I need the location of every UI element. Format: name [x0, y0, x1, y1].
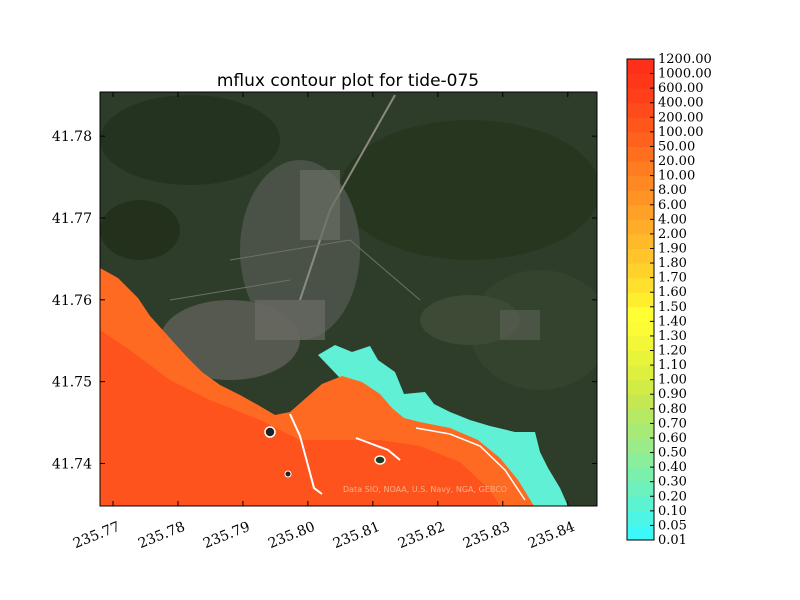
colorbar-tick-label: 50.00 [658, 139, 695, 154]
colorbar-tick-label: 0.01 [658, 533, 687, 548]
colorbar-segment [627, 394, 654, 410]
colorbar-tick-label: 0.60 [658, 431, 687, 446]
colorbar-segment [627, 146, 654, 162]
colorbar-tick-label: 0.90 [658, 387, 687, 402]
colorbar-segment [627, 321, 654, 337]
colorbar-segment [627, 510, 654, 526]
colorbar-tick-label: 4.00 [658, 212, 687, 227]
colorbar-segment [627, 437, 654, 454]
colorbar-segment [627, 277, 654, 293]
colorbar-tick-label: 1000.00 [658, 67, 712, 82]
colorbar-segment [627, 233, 654, 249]
colorbar-tick-label: 0.50 [658, 446, 687, 461]
y-tick-label: 41.78 [52, 129, 92, 145]
colorbar-segment [627, 204, 654, 220]
colorbar-tick-label: 1.90 [658, 241, 687, 256]
colorbar-tick-label: 1.00 [658, 373, 687, 388]
x-tick-label: 235.78 [136, 519, 187, 552]
colorbar-tick-label: 200.00 [658, 110, 704, 125]
x-tick-label: 235.77 [71, 519, 122, 552]
colorbar-segment [627, 496, 654, 512]
colorbar-segment [627, 423, 654, 439]
colorbar-segment [627, 117, 654, 133]
colorbar-tick-label: 0.40 [658, 460, 687, 475]
colorbar-tick-label: 1.20 [658, 344, 687, 359]
colorbar-frame [626, 58, 655, 541]
colorbar-tick-label: 1.60 [658, 285, 687, 300]
colorbar-tick-label: 1.40 [658, 314, 687, 329]
plot-area: Data SIO, NOAA, U.S. Navy, NGA, GEBCO [100, 92, 597, 506]
x-tick-label: 235.84 [526, 519, 577, 552]
colorbar-segment [627, 131, 654, 147]
colorbar-segment [627, 248, 654, 264]
colorbar-segment [627, 263, 654, 279]
colorbar-segment [627, 306, 654, 322]
basemap-texture [100, 94, 597, 390]
red-flux-core [100, 330, 500, 506]
colorbar-segment [627, 350, 654, 366]
colorbar-tick-label: 0.10 [658, 504, 687, 519]
x-tick-label: 235.83 [461, 519, 512, 552]
colorbar-tick-label: 20.00 [658, 154, 695, 169]
harbor-island [374, 455, 386, 465]
colorbar-segment [627, 59, 654, 75]
colorbar-segment [627, 481, 654, 497]
colorbar-tick-label: 600.00 [658, 81, 704, 96]
colorbar-tick-label: 1.70 [658, 271, 687, 286]
x-tick-label: 235.81 [331, 519, 382, 552]
colorbar-tick-label: 1.50 [658, 300, 687, 315]
colorbar-segment [627, 161, 654, 177]
rock-island [264, 426, 276, 438]
colorbar-tick-label: 0.70 [658, 416, 687, 431]
small-rock [284, 470, 292, 478]
colorbar-tick-label: 0.80 [658, 402, 687, 417]
colorbar-tick-label: 1.80 [658, 256, 687, 271]
y-tick-label: 41.77 [52, 211, 92, 227]
x-tick-label: 235.80 [266, 519, 317, 552]
colorbar-tick-label: 400.00 [658, 96, 704, 111]
colorbar-tick-label: 1200.00 [658, 52, 712, 67]
colorbar-segment [627, 73, 654, 89]
x-tick-label: 235.82 [396, 519, 447, 552]
y-tick-label: 41.75 [52, 375, 92, 391]
colorbar-tick-label: 6.00 [658, 198, 687, 213]
basemap-attribution: Data SIO, NOAA, U.S. Navy, NGA, GEBCO [343, 485, 507, 494]
shoreline-contour [415, 427, 526, 501]
harbor-jetty-line [355, 437, 401, 461]
colorbar-segment [627, 102, 654, 118]
colorbar-segment [627, 88, 654, 104]
colorbar-segment [627, 452, 654, 468]
plot-frame [99, 91, 598, 507]
colorbar-tick-label: 10.00 [658, 169, 695, 184]
colorbar-segment [627, 408, 654, 424]
colorbar-segment [627, 467, 654, 483]
colorbar-tick-label: 1.30 [658, 329, 687, 344]
colorbar-tick-label: 1.10 [658, 358, 687, 373]
colorbar-segment [627, 335, 654, 352]
colorbar-segment [627, 175, 654, 191]
colorbar-tick-label: 8.00 [658, 183, 687, 198]
y-tick-label: 41.74 [52, 456, 92, 472]
y-tick-label: 41.76 [52, 293, 92, 309]
colorbar-tick-label: 2.00 [658, 227, 687, 242]
colorbar-tick-label: 0.30 [658, 475, 687, 490]
colorbar-tick-label: 0.05 [658, 518, 687, 533]
x-tick-label: 235.79 [201, 519, 252, 552]
colorbar-segment [627, 292, 654, 308]
colorbar-segment [627, 190, 654, 206]
colorbar-tick-label: 0.20 [658, 489, 687, 504]
colorbar-tick-label: 100.00 [658, 125, 704, 140]
y-axis: 41.74 41.75 41.76 41.77 41.78 [52, 129, 597, 472]
colorbar-segment [627, 525, 654, 541]
chart-title: mflux contour plot for tide-075 [217, 71, 479, 91]
colorbar-segment [627, 365, 654, 381]
colorbar-segment [627, 379, 654, 395]
breakwater-line [289, 413, 323, 495]
colorbar-segment [627, 219, 654, 235]
colorbar: 0.010.050.100.200.300.400.500.600.700.80… [626, 52, 712, 548]
